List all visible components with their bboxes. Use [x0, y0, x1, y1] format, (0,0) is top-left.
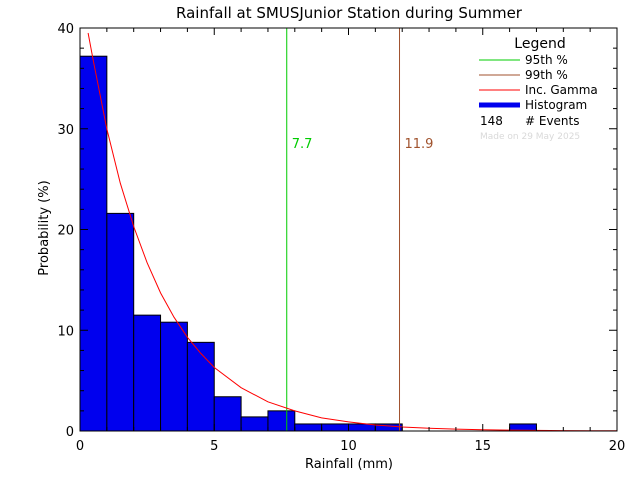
histogram-bar — [267, 410, 296, 432]
legend-label-gamma: Inc. Gamma — [525, 83, 598, 97]
x-tick-label: 0 — [76, 439, 84, 454]
histogram-bar — [106, 212, 135, 432]
histogram-bar — [213, 396, 242, 432]
histogram-bar — [240, 416, 269, 432]
histogram-bar — [79, 55, 108, 432]
y-tick-label: 30 — [57, 123, 74, 138]
legend-label-hist: Histogram — [525, 98, 587, 112]
x-tick-label: 15 — [474, 439, 491, 454]
legend-title: Legend — [514, 36, 565, 52]
y-axis-label: Probability (%) — [37, 180, 52, 275]
y-tick-label: 0 — [66, 425, 74, 440]
gamma-curve — [87, 32, 618, 432]
percentile-value-label: 7.7 — [292, 137, 313, 152]
legend-label-p99: 99th % — [525, 68, 568, 82]
x-axis-label: Rainfall (mm) — [305, 457, 393, 472]
x-tick-label: 5 — [210, 439, 218, 454]
made-on-note: Made on 29 May 2025 — [480, 132, 580, 142]
legend-events-count: 148 — [480, 114, 503, 128]
percentile-value-label: 11.9 — [405, 137, 434, 152]
legend-events-label: # Events — [525, 114, 580, 128]
histogram-bar — [294, 423, 323, 432]
percentile-lines: 7.7 11.9 — [286, 28, 434, 431]
x-tick-label: 20 — [609, 439, 626, 454]
histogram-bar — [321, 423, 349, 432]
histogram-bar — [133, 314, 162, 432]
y-tick-label: 20 — [57, 224, 74, 239]
x-tick-label: 10 — [340, 439, 357, 454]
y-tick-label: 40 — [57, 22, 74, 37]
axes: 0 5 10 15 20 0 10 20 30 40 — [57, 22, 625, 454]
histogram-bar — [186, 341, 215, 432]
histogram-bars — [79, 55, 537, 432]
chart-title: Rainfall at SMUSJunior Station during Su… — [176, 4, 523, 22]
histogram-bar — [160, 321, 188, 432]
y-tick-label: 10 — [57, 324, 74, 339]
legend-label-p95: 95th % — [525, 53, 568, 67]
